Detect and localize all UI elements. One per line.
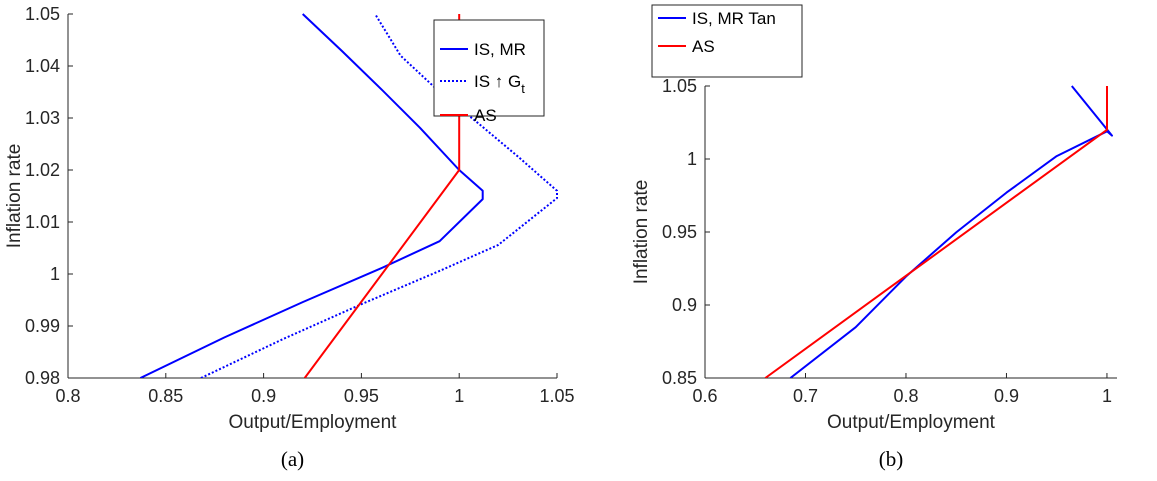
y-tick-label: 0.9 (672, 295, 697, 315)
legend-entry: IS, MR Tan (692, 9, 776, 28)
y-tick-label: 1 (50, 264, 60, 284)
x-axis-label: Output/Employment (229, 412, 398, 433)
x-axis-label: Output/Employment (827, 412, 996, 433)
legend: IS, MR Tan AS (652, 5, 802, 77)
y-axis-label: Inflation rate (4, 144, 25, 249)
y-tick-label: 1 (687, 149, 697, 169)
y-tick-label: 1.04 (25, 56, 60, 76)
y-tick-label: 0.98 (25, 368, 60, 388)
chart-b: 0.6 0.7 0.8 0.9 1 0.85 0.9 0.95 1 1.05 Output/Empl… (631, 5, 1117, 471)
x-tick-label: 0.85 (148, 386, 183, 406)
panel-caption: (b) (879, 447, 904, 471)
y-tick-label: 1.05 (662, 76, 697, 96)
y-tick-label: 0.95 (662, 222, 697, 242)
series-line-is-mr-tan (790, 86, 1112, 378)
x-tick-label: 0.8 (893, 386, 918, 406)
series-line-as (765, 86, 1107, 378)
y-tick-label: 1.03 (25, 108, 60, 128)
x-tick-label: 0.9 (251, 386, 276, 406)
x-tick-label: 1 (1102, 386, 1112, 406)
x-tick-label: 0.6 (692, 386, 717, 406)
legend-entry: AS (474, 106, 497, 125)
plot-area (765, 86, 1112, 378)
x-tick-label: 1 (454, 386, 464, 406)
x-tick-label: 0.95 (344, 386, 379, 406)
x-tick-label: 0.9 (994, 386, 1019, 406)
y-tick-label: 1.02 (25, 160, 60, 180)
panel-caption: (a) (281, 447, 304, 471)
chart-a: 0.8 0.85 0.9 0.95 1 1.05 0.98 0.99 1 1.01 1.02 1.03… (4, 4, 575, 471)
series-line-is-mr (140, 14, 482, 378)
x-tick-label: 0.8 (55, 386, 80, 406)
legend-box (434, 20, 544, 116)
y-tick-label: 1.01 (25, 212, 60, 232)
legend-entry: IS, MR (474, 40, 526, 59)
x-tick-label: 1.05 (539, 386, 574, 406)
y-axis-label: Inflation rate (631, 180, 652, 285)
y-tick-label: 0.85 (662, 368, 697, 388)
y-tick-label: 1.05 (25, 4, 60, 24)
y-tick-label: 0.99 (25, 316, 60, 336)
x-tick-label: 0.7 (793, 386, 818, 406)
legend-entry: AS (692, 37, 715, 56)
